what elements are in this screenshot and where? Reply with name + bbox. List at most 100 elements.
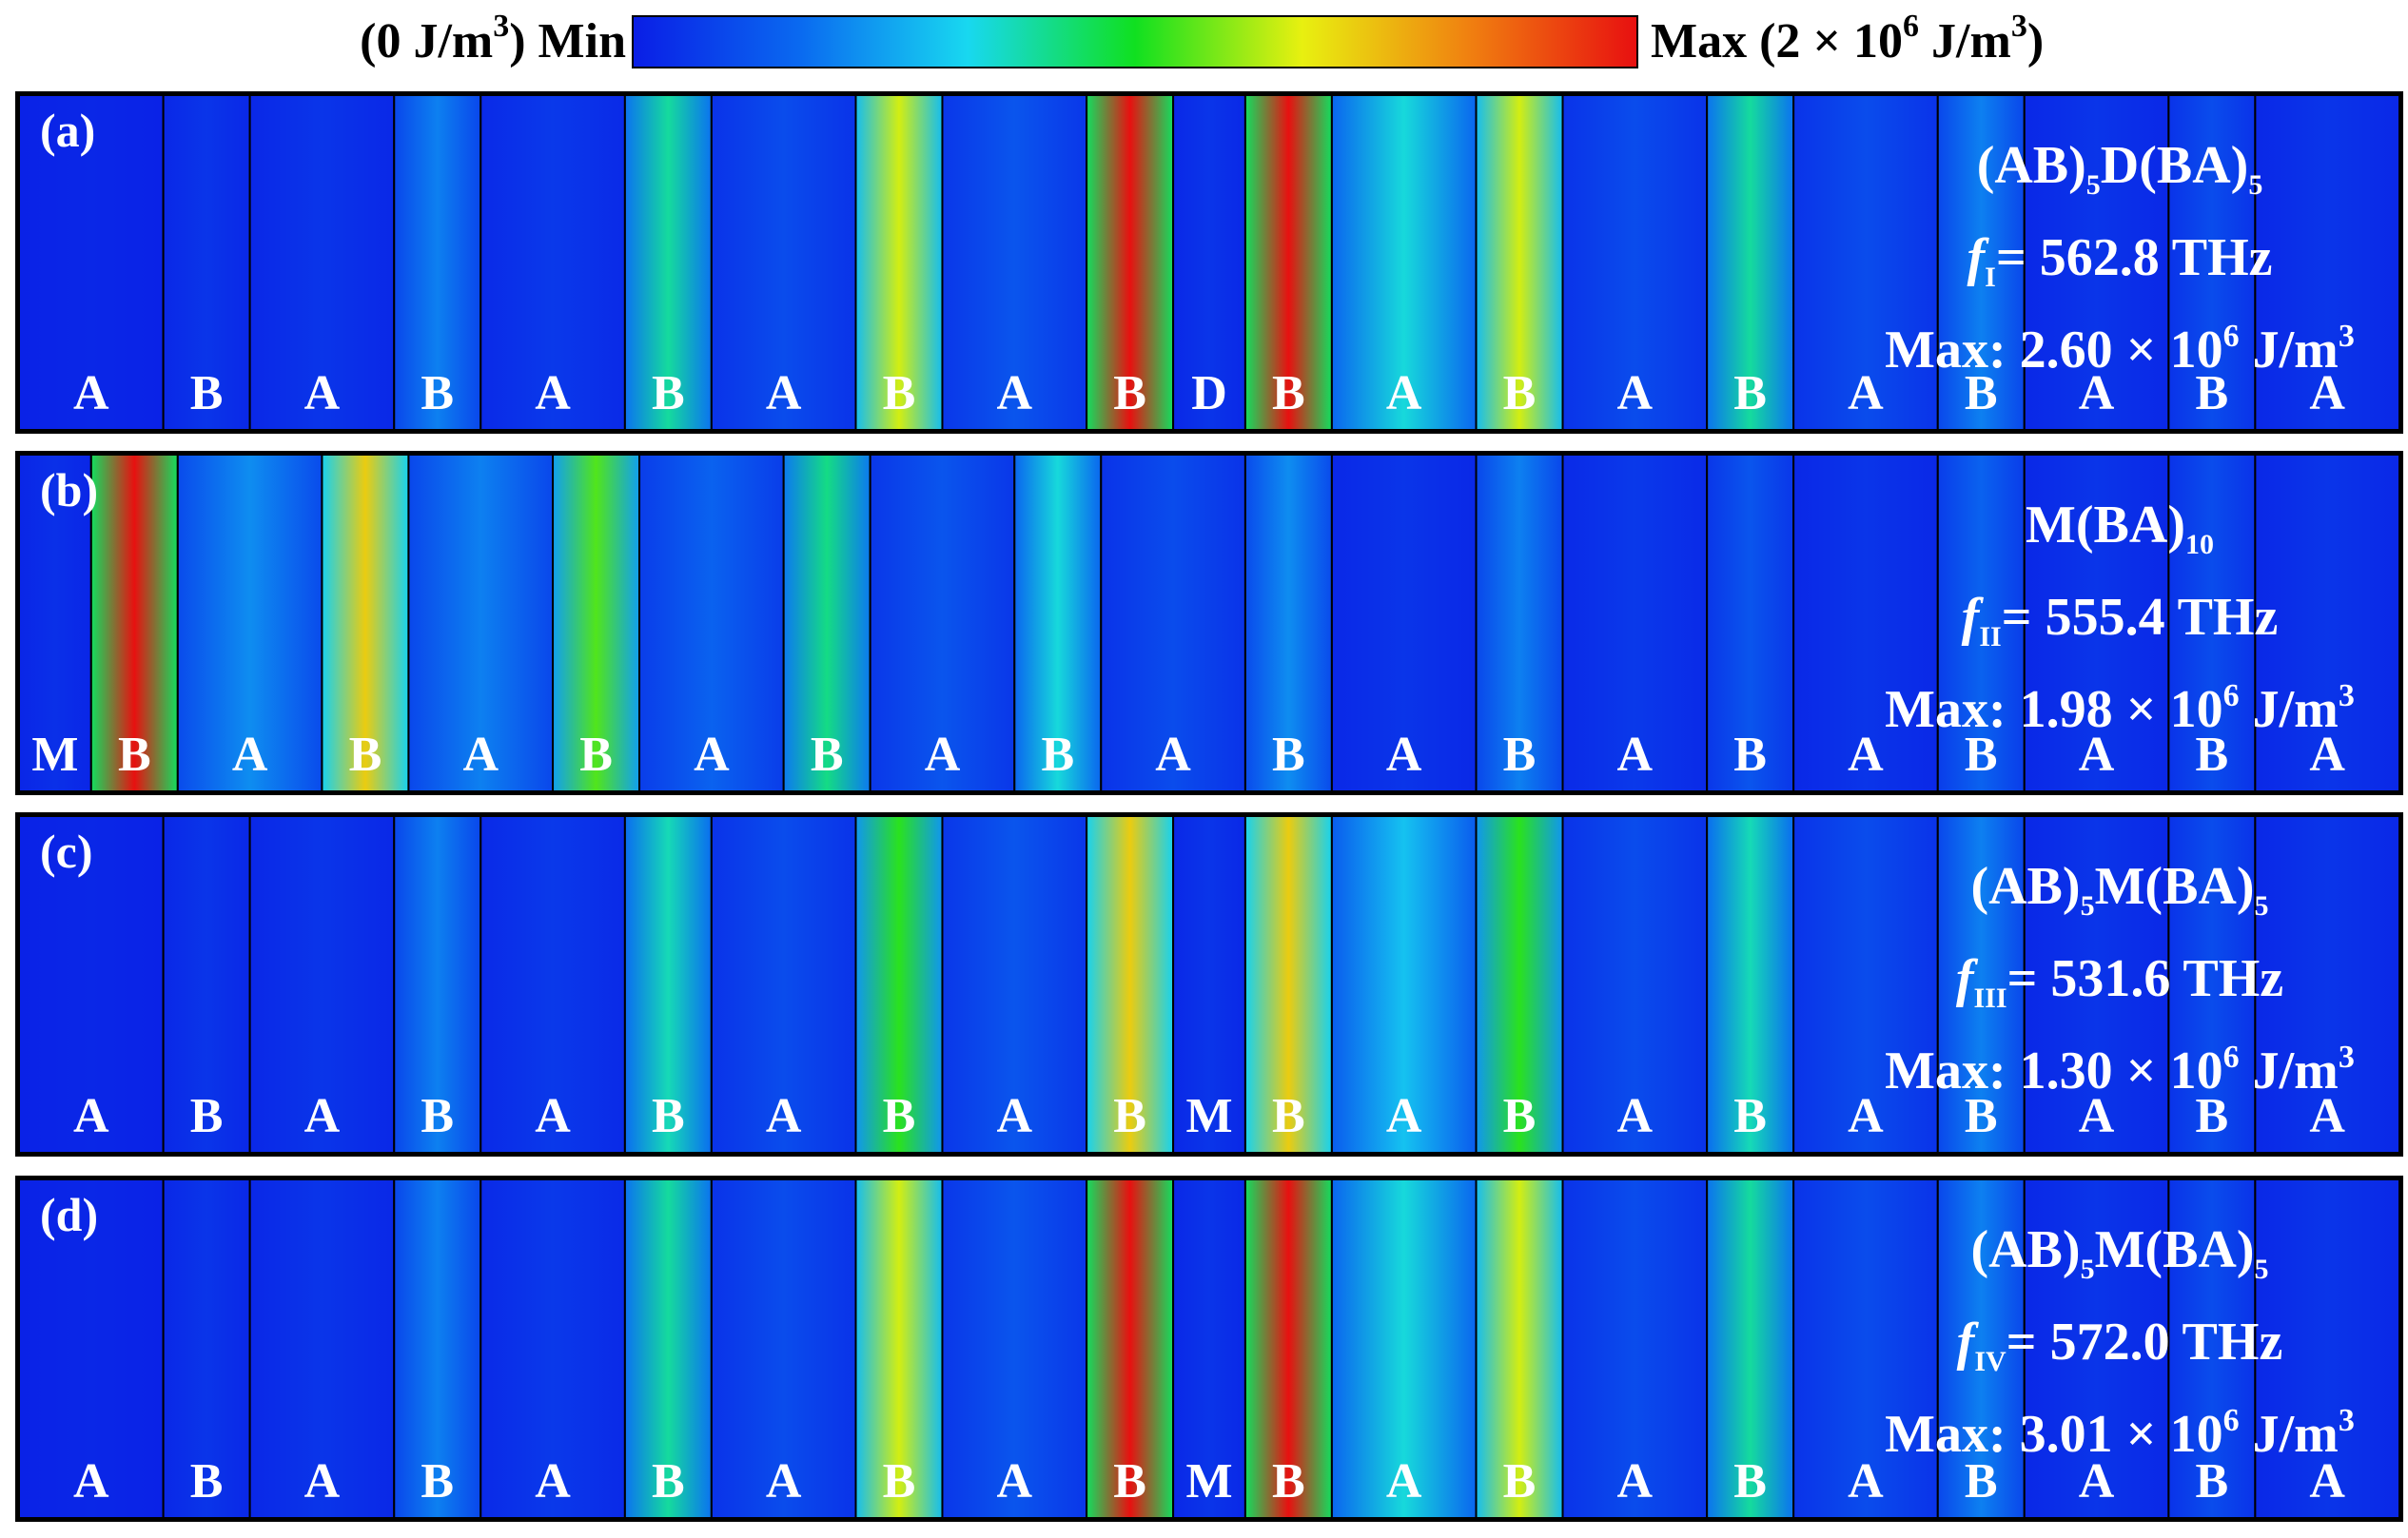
formula-sub: 5: [2080, 1254, 2095, 1286]
layer-a: [710, 95, 857, 430]
layer-label: B: [1733, 366, 1767, 420]
layer-label: B: [421, 1089, 454, 1143]
layer-label: A: [535, 366, 571, 420]
layer-label: A: [1848, 366, 1884, 420]
freq-symbol: f: [1955, 949, 1974, 1009]
layer-b: [854, 1179, 944, 1518]
freq-value: = 531.6 THz: [2007, 949, 2284, 1009]
layer-b: [1706, 1179, 1795, 1518]
colorbar-min-word: Min: [538, 14, 626, 68]
max-exp: 6: [2222, 1403, 2240, 1439]
layer-label: A: [304, 1089, 341, 1143]
layer-label: A: [462, 728, 499, 782]
layer-label: B: [1965, 1454, 1998, 1509]
layer-label: B: [883, 1089, 916, 1143]
layer-b: [854, 95, 944, 430]
frequency: fIV= 572.0 THz: [1853, 1306, 2386, 1398]
colorbar-max-value: (2 × 10: [1759, 14, 1904, 68]
colorbar-min-exponent: 3: [493, 9, 510, 44]
layer-label: A: [2309, 1454, 2345, 1509]
layer-m: [1172, 816, 1246, 1153]
layer-label: A: [73, 1454, 109, 1509]
layer-label: A: [1848, 1454, 1884, 1509]
layer-m: [19, 455, 92, 791]
layer-a: [480, 1179, 626, 1518]
freq-symbol: f: [1956, 1313, 1975, 1373]
layer-label: A: [1386, 366, 1422, 420]
layer-a: [2254, 95, 2399, 430]
colorbar-gradient: [632, 15, 1638, 68]
layer-label: M: [1185, 1454, 1232, 1509]
panel-info: (AB)5M(BA)5 fIV= 572.0 THz Max: 3.01 × 1…: [1853, 1214, 2386, 1470]
layer-label: A: [1848, 1089, 1884, 1143]
layer-label: A: [997, 366, 1033, 420]
layer-label: B: [811, 728, 844, 782]
layer-label: A: [1617, 728, 1654, 782]
colorbar-min-label: (0 J/m3) Min: [360, 10, 626, 69]
layer-label: B: [2196, 728, 2229, 782]
layer-label: B: [579, 728, 613, 782]
layer-a: [176, 455, 323, 791]
layer-b: [1475, 1179, 1564, 1518]
layer-label: A: [766, 1089, 802, 1143]
max-exp3: 3: [2338, 1040, 2355, 1076]
formula-sub: 10: [2184, 529, 2214, 561]
structure-formula: (AB)5M(BA)5: [1853, 850, 2386, 943]
layer-b: [1936, 1179, 2026, 1518]
formula-part: (AB): [1976, 136, 2086, 195]
layer-b: [1936, 816, 2026, 1153]
panel-info: M(BA)10 fII= 555.4 THz Max: 1.98 × 106 J…: [1853, 489, 2386, 746]
max-prefix: Max: 1.30 × 10: [1885, 1042, 2223, 1101]
layer-b: [1936, 95, 2026, 430]
colorbar-max-unit: J/m: [1919, 14, 2011, 68]
freq-value: = 572.0 THz: [2006, 1313, 2283, 1373]
layer-label: B: [1503, 366, 1537, 420]
layer-label: A: [925, 728, 961, 782]
freq-sub: I: [1985, 262, 1996, 294]
formula-part: M(BA): [2026, 496, 2185, 555]
layer-a: [1330, 455, 1478, 791]
layer-a: [1792, 1179, 1939, 1518]
max-energy: Max: 1.30 × 106 J/m3: [1853, 1035, 2386, 1107]
max-unit: J/m: [2239, 321, 2339, 380]
layer-label: B: [652, 1089, 685, 1143]
colorbar-max-exp6: 6: [1903, 9, 1920, 44]
layer-label: A: [1386, 728, 1422, 782]
layer-label: B: [1503, 1454, 1537, 1509]
layer-label: B: [1272, 366, 1305, 420]
max-energy: Max: 2.60 × 106 J/m3: [1853, 314, 2386, 386]
layer-label: A: [304, 1454, 341, 1509]
layer-label: B: [883, 1454, 916, 1509]
layer-label: A: [535, 1089, 571, 1143]
colorbar-min-close: ): [509, 14, 526, 68]
layer-label: B: [190, 1454, 224, 1509]
max-energy: Max: 1.98 × 106 J/m3: [1853, 673, 2386, 746]
layer-b: [1243, 95, 1333, 430]
layer-label: B: [1965, 1089, 1998, 1143]
layer-label: B: [1733, 1454, 1767, 1509]
formula-sub: 5: [2080, 890, 2095, 923]
layer-a: [941, 1179, 1088, 1518]
layer-a: [480, 95, 626, 430]
frequency: fII= 555.4 THz: [1853, 581, 2386, 673]
layer-label: A: [304, 366, 341, 420]
layer-b: [1086, 1179, 1175, 1518]
formula-part: D(BA): [2100, 136, 2249, 195]
panel-tag: (d): [40, 1188, 99, 1241]
layer-b: [1475, 816, 1564, 1153]
formula-sub: 5: [2254, 890, 2269, 923]
layer-b: [1243, 816, 1333, 1153]
max-unit: J/m: [2239, 1042, 2339, 1101]
layer-a: [710, 1179, 857, 1518]
colorbar-max-exp3: 3: [2010, 9, 2027, 44]
layer-label: A: [2079, 728, 2115, 782]
max-exp3: 3: [2338, 678, 2355, 714]
layer-label: A: [1386, 1454, 1422, 1509]
layer-label: A: [2079, 366, 2115, 420]
structure-formula: (AB)5M(BA)5: [1853, 1214, 2386, 1306]
